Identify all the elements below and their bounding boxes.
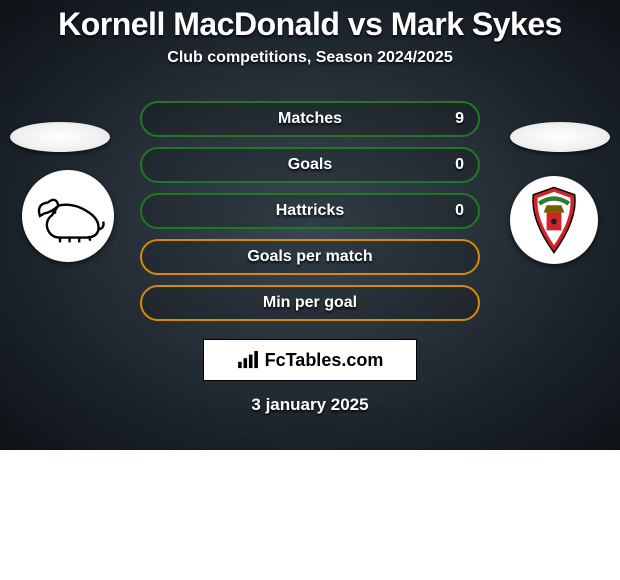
stat-row: Min per goal xyxy=(140,285,480,321)
stat-row: Matches 9 xyxy=(140,101,480,137)
brand-text: FcTables.com xyxy=(265,350,384,371)
stat-label: Min per goal xyxy=(263,294,357,312)
stat-row: Goals 0 xyxy=(140,147,480,183)
stat-label: Goals xyxy=(288,156,332,174)
player-right-headshot xyxy=(510,122,610,152)
club-crest-icon xyxy=(517,183,591,257)
comparison-widget: Kornell MacDonald vs Mark Sykes Club com… xyxy=(0,0,620,450)
ram-icon xyxy=(28,186,108,246)
team-left-crest xyxy=(22,170,114,262)
stat-value-right: 0 xyxy=(455,156,464,174)
date-line: 3 january 2025 xyxy=(0,395,620,415)
stat-label: Matches xyxy=(278,110,342,128)
bar-chart-icon xyxy=(237,351,259,369)
stat-value-right: 9 xyxy=(455,110,464,128)
stat-row: Goals per match xyxy=(140,239,480,275)
stat-value-right: 0 xyxy=(455,202,464,220)
team-right-crest xyxy=(510,176,598,264)
stat-label: Hattricks xyxy=(276,202,344,220)
stat-label: Goals per match xyxy=(247,248,372,266)
page-title: Kornell MacDonald vs Mark Sykes xyxy=(0,0,620,43)
subtitle: Club competitions, Season 2024/2025 xyxy=(0,49,620,67)
player-left-headshot xyxy=(10,122,110,152)
brand-badge[interactable]: FcTables.com xyxy=(203,339,417,381)
stat-row: Hattricks 0 xyxy=(140,193,480,229)
